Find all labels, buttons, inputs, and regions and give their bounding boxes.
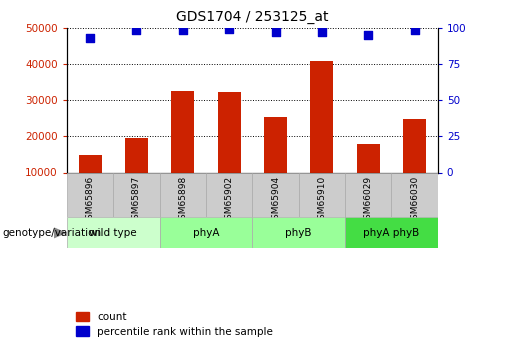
Bar xyxy=(113,172,160,217)
Text: GSM65902: GSM65902 xyxy=(225,176,234,225)
Legend: count, percentile rank within the sample: count, percentile rank within the sample xyxy=(72,308,277,341)
Bar xyxy=(310,61,334,209)
Point xyxy=(225,26,233,32)
Text: GSM66029: GSM66029 xyxy=(364,176,373,225)
Bar xyxy=(171,91,195,209)
Bar xyxy=(160,172,206,217)
Bar xyxy=(125,138,148,209)
Text: GSM66030: GSM66030 xyxy=(410,176,419,225)
Text: phyA: phyA xyxy=(193,228,219,238)
Bar xyxy=(206,172,252,217)
Point xyxy=(179,28,187,33)
Text: GSM65898: GSM65898 xyxy=(178,176,187,225)
Text: GSM65896: GSM65896 xyxy=(85,176,95,225)
Bar xyxy=(391,172,438,217)
Bar xyxy=(252,172,299,217)
Bar xyxy=(160,217,252,248)
Bar xyxy=(264,117,287,209)
Bar xyxy=(345,217,438,248)
Point xyxy=(271,29,280,35)
Text: GSM65910: GSM65910 xyxy=(317,176,327,225)
Bar xyxy=(356,144,380,209)
Bar xyxy=(67,217,160,248)
Text: GSM65904: GSM65904 xyxy=(271,176,280,225)
Bar xyxy=(345,172,391,217)
Point xyxy=(364,32,372,38)
Text: phyB: phyB xyxy=(285,228,312,238)
Point xyxy=(318,29,326,35)
Text: GSM65897: GSM65897 xyxy=(132,176,141,225)
Bar xyxy=(403,119,426,209)
Bar xyxy=(78,155,101,209)
Bar xyxy=(67,172,113,217)
Title: GDS1704 / 253125_at: GDS1704 / 253125_at xyxy=(176,10,329,24)
Text: genotype/variation: genotype/variation xyxy=(3,228,101,238)
Bar xyxy=(252,217,345,248)
Polygon shape xyxy=(54,227,67,238)
Text: wild type: wild type xyxy=(90,228,137,238)
Text: phyA phyB: phyA phyB xyxy=(363,228,420,238)
Point xyxy=(86,35,94,40)
Bar xyxy=(217,92,241,209)
Point xyxy=(132,28,141,33)
Point xyxy=(410,28,419,33)
Bar xyxy=(299,172,345,217)
